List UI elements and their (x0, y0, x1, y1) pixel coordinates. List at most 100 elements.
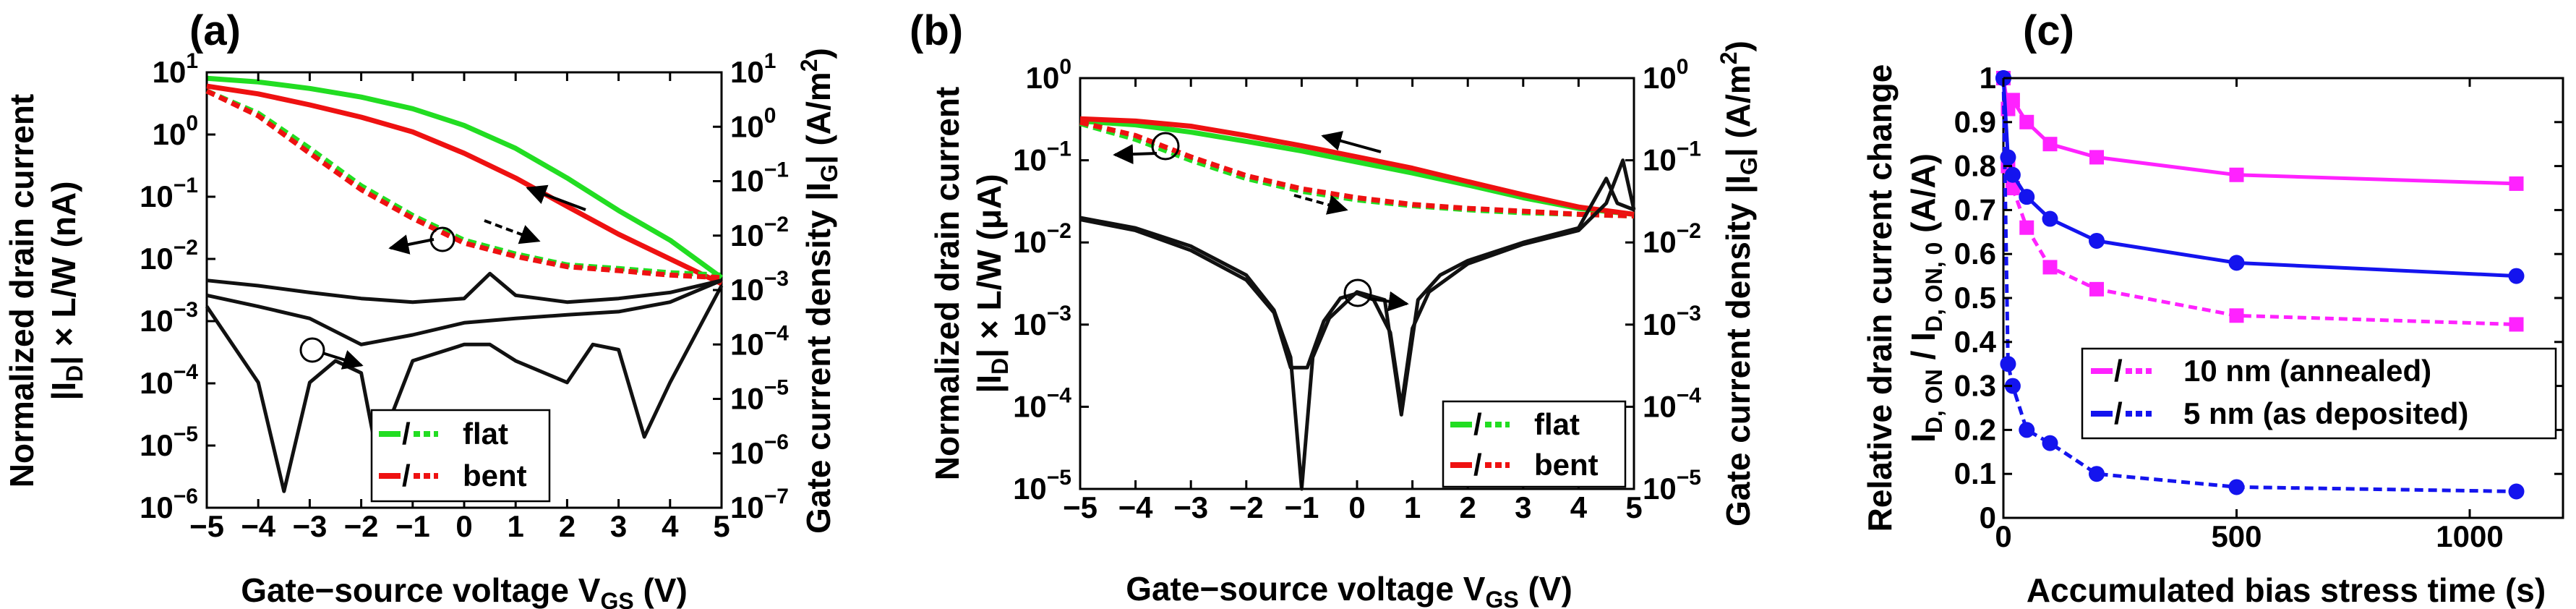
panel-b-x-tick-label: −3 (1173, 490, 1208, 524)
panel-b-arrow-to-right-axis (1369, 291, 1409, 312)
panel-c-point (2005, 93, 2020, 108)
panel-a-y2-tick-label: 10−1 (730, 158, 789, 198)
panel-b-x-tick-label: 5 (1625, 490, 1642, 524)
panel-a-annotations (299, 184, 586, 370)
panel-a-y-tick-label: 100 (153, 111, 198, 151)
panel-c-point (2228, 479, 2245, 495)
panel-c-point (2019, 189, 2035, 205)
panel-b-y-tick-label: 10−5 (1013, 466, 1071, 506)
panel-c-point (2089, 232, 2105, 249)
panel-c-y-tick-label: 0.5 (1954, 281, 1996, 315)
panel-c-point (2019, 220, 2034, 235)
panel-c-point (2019, 114, 2034, 129)
panel-b-y2-tick-label: 10−3 (1643, 302, 1701, 341)
panel-c-y-tick-label: 0.8 (1954, 149, 1996, 183)
panel-a-series-0 (206, 75, 724, 280)
panel-a-y2-tick-label: 10−5 (730, 376, 789, 416)
panel-b-arrow-sweep-forward (1293, 194, 1348, 215)
panel-b-x-tick-label: 0 (1348, 490, 1365, 524)
panel-c-y-tick-label: 0.6 (1954, 237, 1996, 271)
panel-c-point (2089, 150, 2104, 165)
panel-a-y-tick-label: 10−1 (140, 174, 198, 213)
panel-c-legend-box (2081, 347, 2557, 440)
panel-c-y-tick-label: 0.3 (1954, 369, 1996, 403)
panel-a-series-3 (205, 88, 722, 281)
panel-a-legend-flat-label: flat (463, 417, 508, 451)
panel-c-point (2089, 281, 2104, 297)
panel-a-x-tick-label: 1 (508, 509, 524, 543)
panel-a-y-tick-label: 10−5 (140, 422, 198, 462)
panel-b-legend-flat-slash: / (1473, 407, 1482, 441)
panel-a-x-axis-label: Gate−source voltage VGS (V) (241, 571, 688, 609)
panel-b-x-tick-label: −1 (1284, 490, 1319, 524)
panel-b-x-tick-label: 3 (1515, 490, 1531, 524)
panel-a-ticks-group: −5 −4 −3 −2 −1 0 1 2 3 4 5 10−6 10−5 10−4 10−3 10−2 10−1… (140, 49, 789, 543)
panel-b-y-tick-label: 10−2 (1013, 219, 1071, 259)
panel-b-x-tick-label: −5 (1063, 490, 1097, 524)
panel-c-y-axis-label-line2: ID, ON / ID, ON, 0 (A/A) (1904, 153, 1947, 443)
panel-b: (b) −5 −4 −3 −2 −1 0 1 2 3 4 510−510−410−310−210−1… (910, 7, 1762, 609)
panel-c-y-tick-label: 0.9 (1954, 105, 1996, 139)
panel-c-point (2509, 176, 2524, 191)
panel-a-series-4 (206, 271, 722, 304)
panel-a-series-6 (205, 284, 724, 493)
panel-b-series-1 (1079, 116, 1635, 217)
panel-a-y2-tick-label: 10−4 (730, 321, 789, 361)
panel-a-legend-flat-slash: / (402, 417, 411, 451)
panel-a-y-tick-label: 101 (153, 49, 198, 89)
panel-b-legend-flat-label: flat (1534, 407, 1580, 441)
panel-b-legend: / flat / bent (1442, 400, 1627, 488)
panel-a-x-tick-label: −2 (344, 509, 379, 543)
panel-b-marker-circle-drain (1151, 132, 1180, 161)
panel-c-y-tick-label: 0 (1980, 501, 1996, 535)
panel-a-y-tick-label: 10−2 (140, 236, 198, 276)
panel-a-y-tick-label: 10−3 (140, 298, 198, 338)
panel-a-arrow-sweep-forward (484, 219, 541, 244)
panel-a-y-axis-label-line2: |ID| × L/W (nA) (45, 181, 87, 400)
panel-b-x-tick-label: −4 (1118, 490, 1154, 524)
panel-c-point (2508, 268, 2525, 284)
panel-c-y-tick-label: 0.2 (1954, 412, 1996, 446)
panel-a-y-axis-label-line1: Normalized drain current (3, 94, 40, 487)
panel-c-point (2229, 308, 2244, 323)
panel-c-point (2042, 210, 2058, 227)
panel-b-y-tick-label: 10−1 (1013, 137, 1071, 177)
panel-a-x-tick-label: 5 (713, 509, 729, 543)
panel-a-x-tick-label: −3 (292, 509, 327, 543)
panel-b-x-tick-label: 2 (1460, 490, 1476, 524)
panel-b-series-3 (1079, 119, 1635, 219)
panel-a-y-tick-label: 10−6 (140, 485, 198, 524)
panel-c-point (2019, 422, 2035, 438)
panel-b-legend-bent-label: bent (1534, 448, 1599, 482)
panel-a-marker-circle-gate (299, 337, 325, 363)
panel-c-x-tick-label: 1000 (2436, 519, 2503, 553)
panel-c-x-tick-label: 500 (2211, 519, 2262, 553)
panel-a-x-tick-label: 0 (455, 509, 472, 543)
panel-a-right-axis-label: Gate current density |IG| (A/m2) (796, 48, 842, 534)
panel-c-y-tick-label: 0.1 (1954, 456, 1996, 490)
panel-b-label: (b) (910, 7, 963, 54)
panel-b-y2-tick-label: 100 (1643, 55, 1688, 95)
panel-a-y-tick-label: 10−4 (140, 360, 198, 400)
panel-b-x-tick-label: −2 (1229, 490, 1264, 524)
panel-c-legend-asdep-label: 5 nm (as deposited) (2183, 396, 2468, 430)
panel-a-x-tick-label: 3 (610, 509, 627, 543)
panel-b-x-axis-label: Gate−source voltage VGS (V) (1126, 570, 1572, 609)
panel-a-y2-tick-label: 10−6 (730, 430, 789, 470)
panel-a-legend: / flat / bent (370, 409, 551, 503)
panel-c-point (2004, 166, 2021, 183)
panel-c-point (2000, 356, 2016, 372)
panel-b-legend-box (1442, 400, 1627, 488)
panel-c: (c) 0 500 1000 0 0.1 0.2 0.3 0.4 0.5 0.6 0.7 0.8 0.9… (1861, 7, 2564, 609)
panel-b-y-tick-label: 10−3 (1013, 302, 1071, 341)
panel-c-y-tick-label: 0.4 (1954, 325, 1997, 359)
panel-b-x-tick-label: 4 (1570, 490, 1588, 524)
panel-c-point (2042, 260, 2058, 275)
panel-a-y2-tick-label: 10−2 (730, 213, 789, 252)
panel-c-point (2228, 255, 2245, 271)
panel-c-point (2089, 466, 2105, 482)
panel-b-series-5 (1079, 158, 1636, 409)
panel-a-x-tick-label: −4 (241, 509, 276, 543)
panel-b-y2-tick-label: 10−4 (1643, 383, 1701, 423)
